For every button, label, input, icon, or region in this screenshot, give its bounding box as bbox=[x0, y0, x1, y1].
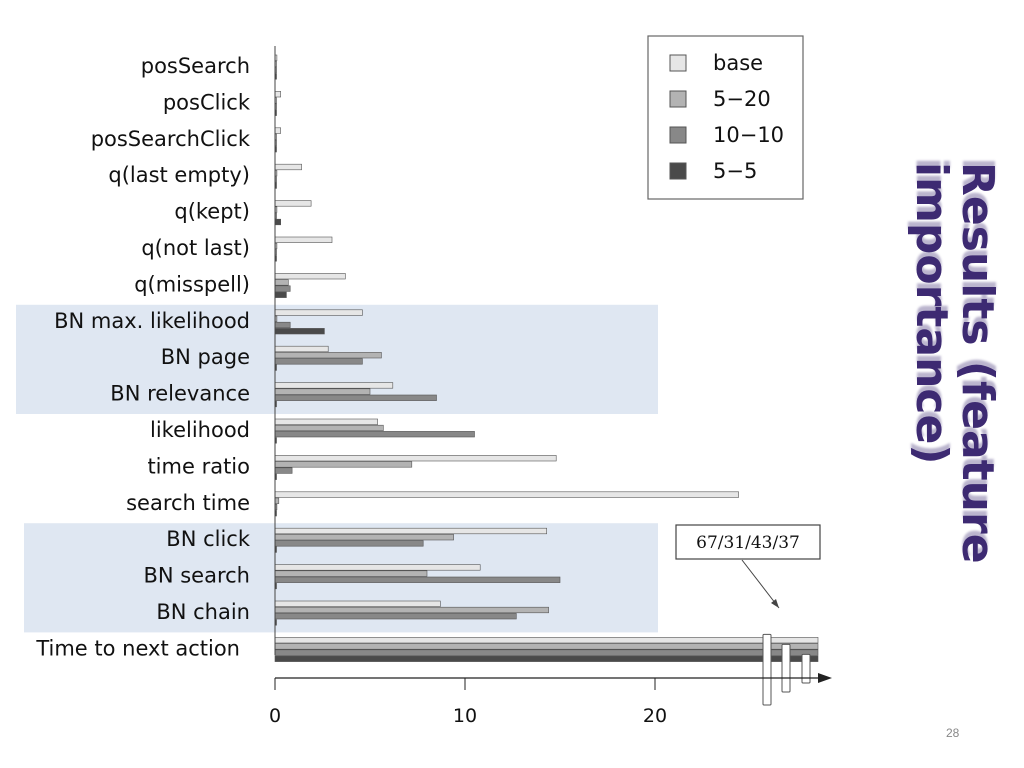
category-label: posSearchClick bbox=[91, 127, 251, 151]
bar bbox=[274, 200, 312, 207]
bar bbox=[274, 649, 819, 656]
callout: 67/31/43/37 bbox=[675, 524, 821, 609]
x-axis-arrow bbox=[818, 673, 832, 683]
slide-title-line-1: Results (feature bbox=[952, 162, 1003, 564]
legend: base 5−20 10−10 5−5 bbox=[647, 35, 804, 200]
bar bbox=[274, 467, 293, 474]
bar bbox=[274, 600, 441, 607]
bar bbox=[274, 321, 291, 329]
category-label: BN relevance bbox=[110, 382, 250, 406]
legend-swatch bbox=[669, 54, 687, 72]
callout-text: 67/31/43/37 bbox=[696, 533, 800, 553]
bar-marks bbox=[274, 54, 819, 706]
callout-pointer-head bbox=[771, 599, 779, 608]
bar bbox=[274, 273, 346, 280]
x-tick-label: 0 bbox=[269, 705, 281, 727]
category-label: likelihood bbox=[150, 418, 250, 442]
bar bbox=[274, 328, 325, 335]
category-label: BN search bbox=[143, 564, 250, 588]
legend-label: 10−10 bbox=[713, 123, 784, 147]
x-axis: 0 10 20 bbox=[269, 46, 832, 727]
bar bbox=[274, 540, 424, 547]
legend-label: base bbox=[713, 51, 763, 75]
bar bbox=[274, 606, 549, 614]
legend-label: 5−20 bbox=[713, 87, 771, 111]
callout-pointer bbox=[741, 559, 780, 609]
bar bbox=[274, 613, 517, 620]
bar bbox=[274, 279, 289, 286]
axis-break-marker bbox=[801, 653, 811, 684]
category-label: posClick bbox=[163, 90, 251, 114]
bar bbox=[274, 127, 281, 134]
category-label: posSearch bbox=[141, 54, 250, 78]
bar bbox=[274, 291, 287, 298]
category-label: BN page bbox=[161, 345, 250, 369]
category-label: Time to next action bbox=[35, 636, 240, 660]
category-label: q(kept) bbox=[174, 200, 250, 224]
category-label: q(not last) bbox=[141, 236, 250, 260]
bar bbox=[274, 431, 475, 438]
bar bbox=[274, 461, 413, 468]
category-label: BN chain bbox=[156, 600, 250, 624]
x-tick-label: 20 bbox=[643, 705, 667, 727]
category-label: BN click bbox=[166, 527, 251, 551]
bar bbox=[274, 285, 291, 292]
category-label: q(misspell) bbox=[134, 272, 250, 296]
bar bbox=[274, 218, 281, 226]
legend-swatch bbox=[669, 90, 687, 108]
category-label: time ratio bbox=[147, 454, 250, 478]
bar bbox=[274, 352, 382, 359]
page-number: 28 bbox=[946, 726, 960, 740]
bar bbox=[274, 358, 363, 365]
category-label: search time bbox=[126, 491, 250, 515]
callout-box bbox=[675, 524, 821, 560]
bar bbox=[274, 345, 329, 353]
bar bbox=[274, 455, 557, 462]
legend-swatch bbox=[669, 162, 687, 180]
bar bbox=[274, 388, 371, 395]
bar bbox=[274, 491, 739, 498]
axis-break-marker bbox=[762, 633, 772, 706]
bar bbox=[274, 418, 378, 425]
x-tick-label: 10 bbox=[453, 705, 477, 727]
bar bbox=[274, 394, 437, 401]
bar bbox=[274, 534, 454, 541]
category-label: q(last empty) bbox=[108, 163, 250, 187]
bar bbox=[274, 570, 428, 577]
bar bbox=[274, 527, 548, 535]
bar bbox=[274, 655, 819, 662]
bar bbox=[274, 576, 561, 583]
bar bbox=[274, 91, 281, 98]
category-label: BN max. likelihood bbox=[54, 309, 250, 333]
bar bbox=[274, 236, 333, 243]
slide-title-line-2: importance) bbox=[906, 162, 957, 465]
bar bbox=[274, 382, 394, 389]
bar bbox=[274, 643, 819, 650]
legend-label: 5−5 bbox=[713, 159, 757, 183]
axis-break-marker bbox=[781, 643, 791, 693]
bar bbox=[274, 424, 384, 432]
bar bbox=[274, 564, 481, 571]
category-labels: posSearch posClick posSearchClick q(last em… bbox=[35, 54, 251, 660]
bar bbox=[274, 309, 363, 316]
bar bbox=[274, 497, 280, 504]
bar bbox=[274, 163, 302, 171]
bar bbox=[274, 637, 819, 644]
legend-swatch bbox=[669, 126, 687, 144]
slide-title: Results (feature importance) bbox=[906, 162, 1003, 564]
